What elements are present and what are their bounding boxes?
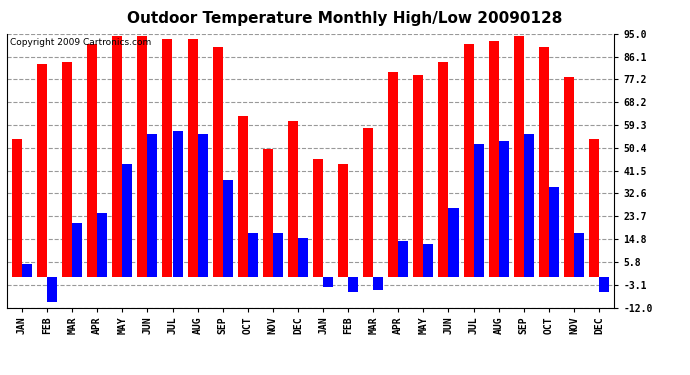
Bar xyxy=(338,164,348,277)
Bar xyxy=(373,277,383,290)
Bar xyxy=(238,116,248,277)
Bar xyxy=(589,139,599,277)
Bar xyxy=(72,223,82,277)
Bar xyxy=(448,208,459,277)
Bar xyxy=(12,139,22,277)
Bar xyxy=(248,233,258,277)
Text: Outdoor Temperature Monthly High/Low 20090128: Outdoor Temperature Monthly High/Low 200… xyxy=(128,11,562,26)
Bar xyxy=(148,134,157,277)
Bar xyxy=(388,72,398,277)
Bar xyxy=(599,277,609,292)
Bar xyxy=(424,243,433,277)
Bar xyxy=(363,128,373,277)
Bar xyxy=(298,238,308,277)
Bar xyxy=(524,134,534,277)
Bar xyxy=(514,36,524,277)
Bar xyxy=(37,64,47,277)
Bar xyxy=(47,277,57,302)
Text: Copyright 2009 Cartronics.com: Copyright 2009 Cartronics.com xyxy=(10,38,151,47)
Bar xyxy=(122,164,132,277)
Bar xyxy=(413,75,424,277)
Bar xyxy=(137,36,148,277)
Bar xyxy=(574,233,584,277)
Bar xyxy=(62,62,72,277)
Bar xyxy=(197,134,208,277)
Bar xyxy=(438,62,449,277)
Bar xyxy=(323,277,333,287)
Bar xyxy=(263,149,273,277)
Bar xyxy=(539,46,549,277)
Bar xyxy=(87,44,97,277)
Bar xyxy=(489,41,499,277)
Bar xyxy=(162,39,172,277)
Bar xyxy=(288,121,298,277)
Bar xyxy=(22,264,32,277)
Bar xyxy=(464,44,473,277)
Bar xyxy=(348,277,358,292)
Bar xyxy=(499,141,509,277)
Bar xyxy=(172,131,183,277)
Bar xyxy=(223,180,233,277)
Bar xyxy=(313,159,323,277)
Bar xyxy=(549,187,559,277)
Bar xyxy=(112,36,122,277)
Bar xyxy=(213,46,223,277)
Bar xyxy=(273,233,283,277)
Bar xyxy=(473,144,484,277)
Bar xyxy=(188,39,197,277)
Bar xyxy=(398,241,408,277)
Bar xyxy=(564,77,574,277)
Bar xyxy=(97,213,107,277)
